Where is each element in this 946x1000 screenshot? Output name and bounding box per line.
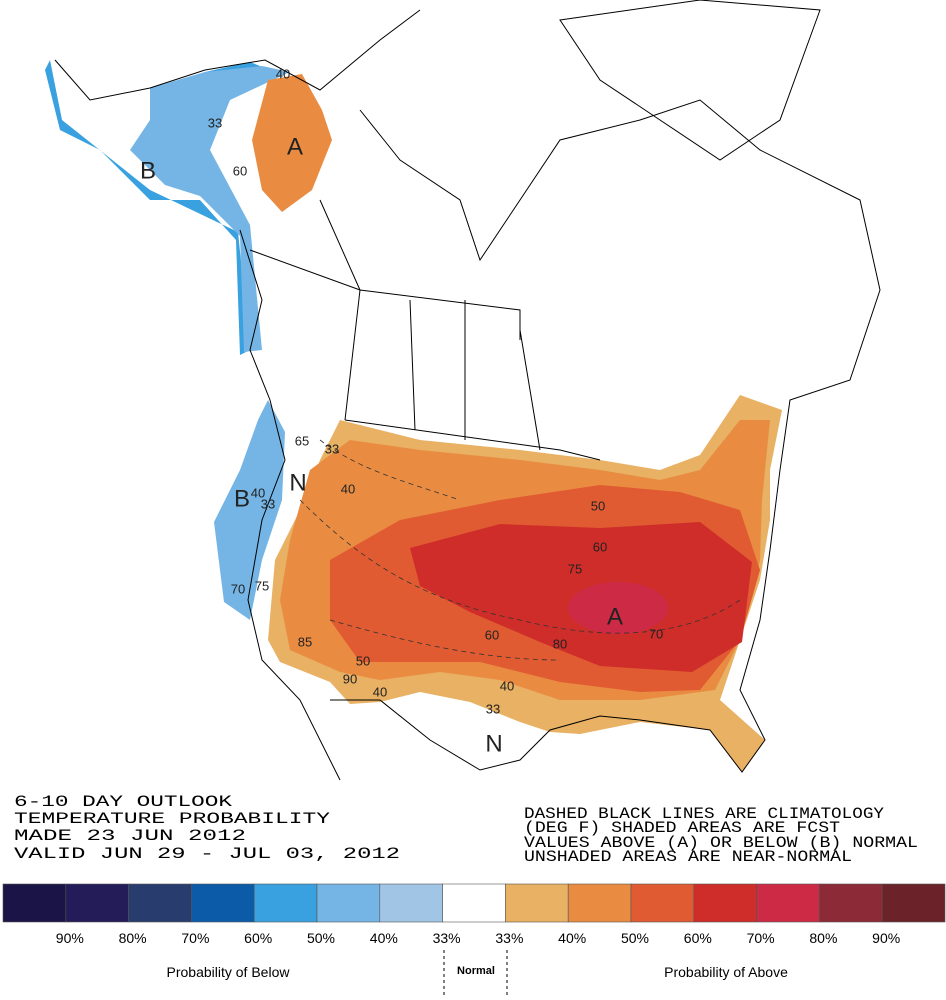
contour-label: 50	[591, 498, 605, 513]
legend-swatch	[253, 883, 318, 923]
contour-label: 50	[356, 653, 370, 668]
alaska-above	[252, 74, 332, 212]
contour-label: 65	[295, 433, 309, 448]
legend-label: 50%	[621, 930, 649, 946]
coastline	[54, 9, 881, 781]
note-line: DASHED BLACK LINES ARE CLIMATOLOGY	[524, 805, 884, 823]
contour-label: 33	[486, 701, 500, 716]
contour-label: 40	[341, 481, 355, 496]
legend-label: 60%	[684, 930, 712, 946]
region-letter: B	[234, 485, 250, 512]
region-letter: N	[289, 469, 306, 496]
legend-swatch	[756, 883, 820, 923]
contour-label: 60	[233, 163, 247, 178]
contour-label: 80	[553, 636, 567, 651]
note-line: VALUES ABOVE (A) OR BELOW (B) NORMAL	[524, 834, 918, 852]
contour-label: 33	[261, 496, 275, 511]
region-letter: B	[140, 157, 156, 184]
contour-label: 40	[251, 485, 265, 500]
legend-label: 90%	[56, 930, 84, 946]
below-label: Probability of Below	[167, 964, 291, 980]
greenland	[559, 0, 821, 161]
above-label: Probability of Above	[664, 964, 788, 980]
outlines	[54, 0, 881, 781]
legend-label: 40%	[558, 930, 586, 946]
contour-label: 40	[276, 66, 290, 81]
legend-swatch	[505, 883, 569, 923]
region-letter: A	[607, 603, 623, 630]
legend-swatch	[128, 883, 192, 923]
contour-label: 75	[255, 578, 269, 593]
region-letter: A	[287, 133, 303, 160]
legend-swatch	[881, 883, 946, 923]
region-letter: N	[485, 730, 502, 757]
us-80	[568, 582, 668, 634]
legend-label: 70%	[181, 930, 209, 946]
legend-swatch	[567, 883, 632, 923]
contour-label: 40	[500, 678, 514, 693]
legend-label: 40%	[370, 930, 398, 946]
legend-label: 80%	[119, 930, 147, 946]
legend-swatch	[316, 883, 381, 923]
legend-swatch	[2, 883, 67, 923]
title-line: VALID JUN 29 - JUL 03, 2012	[14, 845, 400, 863]
title-line: TEMPERATURE PROBABILITY	[14, 810, 331, 828]
legend-label: 33%	[495, 930, 523, 946]
legend-swatch	[65, 883, 129, 923]
contour-label: 70	[231, 581, 245, 596]
contour-label: 33	[325, 441, 339, 456]
legend-label: 80%	[809, 930, 837, 946]
title-line: MADE 23 JUN 2012	[14, 827, 246, 845]
legend-swatch	[442, 883, 506, 923]
legend-label: 33%	[433, 930, 461, 946]
legend-label: 70%	[747, 930, 775, 946]
contour-label: 40	[373, 684, 387, 699]
legend-swatch	[191, 883, 255, 923]
shading	[45, 60, 782, 772]
contour-label: 85	[298, 634, 312, 649]
title-block: 6-10 DAY OUTLOOK TEMPERATURE PROBABILITY…	[14, 793, 400, 863]
legend-swatch	[630, 883, 695, 923]
legend-swatch	[819, 883, 883, 923]
legend-label: 60%	[244, 930, 272, 946]
legend-swatch	[379, 883, 443, 923]
contour-label: 75	[568, 561, 582, 576]
borders	[249, 199, 601, 461]
note-line: UNSHADED AREAS ARE NEAR-NORMAL	[524, 848, 852, 866]
notes-block: DASHED BLACK LINES ARE CLIMATOLOGY (DEG …	[524, 805, 918, 866]
contour-label: 60	[485, 627, 499, 642]
legend-swatch	[693, 883, 757, 923]
contour-label: 33	[208, 115, 222, 130]
alaska-below-light	[130, 66, 290, 352]
legend: Probability of Below Normal Probability …	[2, 883, 946, 996]
contour-label: 70	[649, 626, 663, 641]
normal-label: Normal	[457, 965, 495, 977]
contour-label: 90	[343, 671, 357, 686]
west-below	[214, 400, 285, 620]
legend-label: 90%	[872, 930, 900, 946]
climatology-contours	[299, 439, 741, 661]
contour-label: 60	[593, 539, 607, 554]
title-line: 6-10 DAY OUTLOOK	[14, 793, 233, 811]
note-line: (DEG F) SHADED AREAS ARE FCST	[524, 819, 840, 837]
legend-label: 50%	[307, 930, 335, 946]
